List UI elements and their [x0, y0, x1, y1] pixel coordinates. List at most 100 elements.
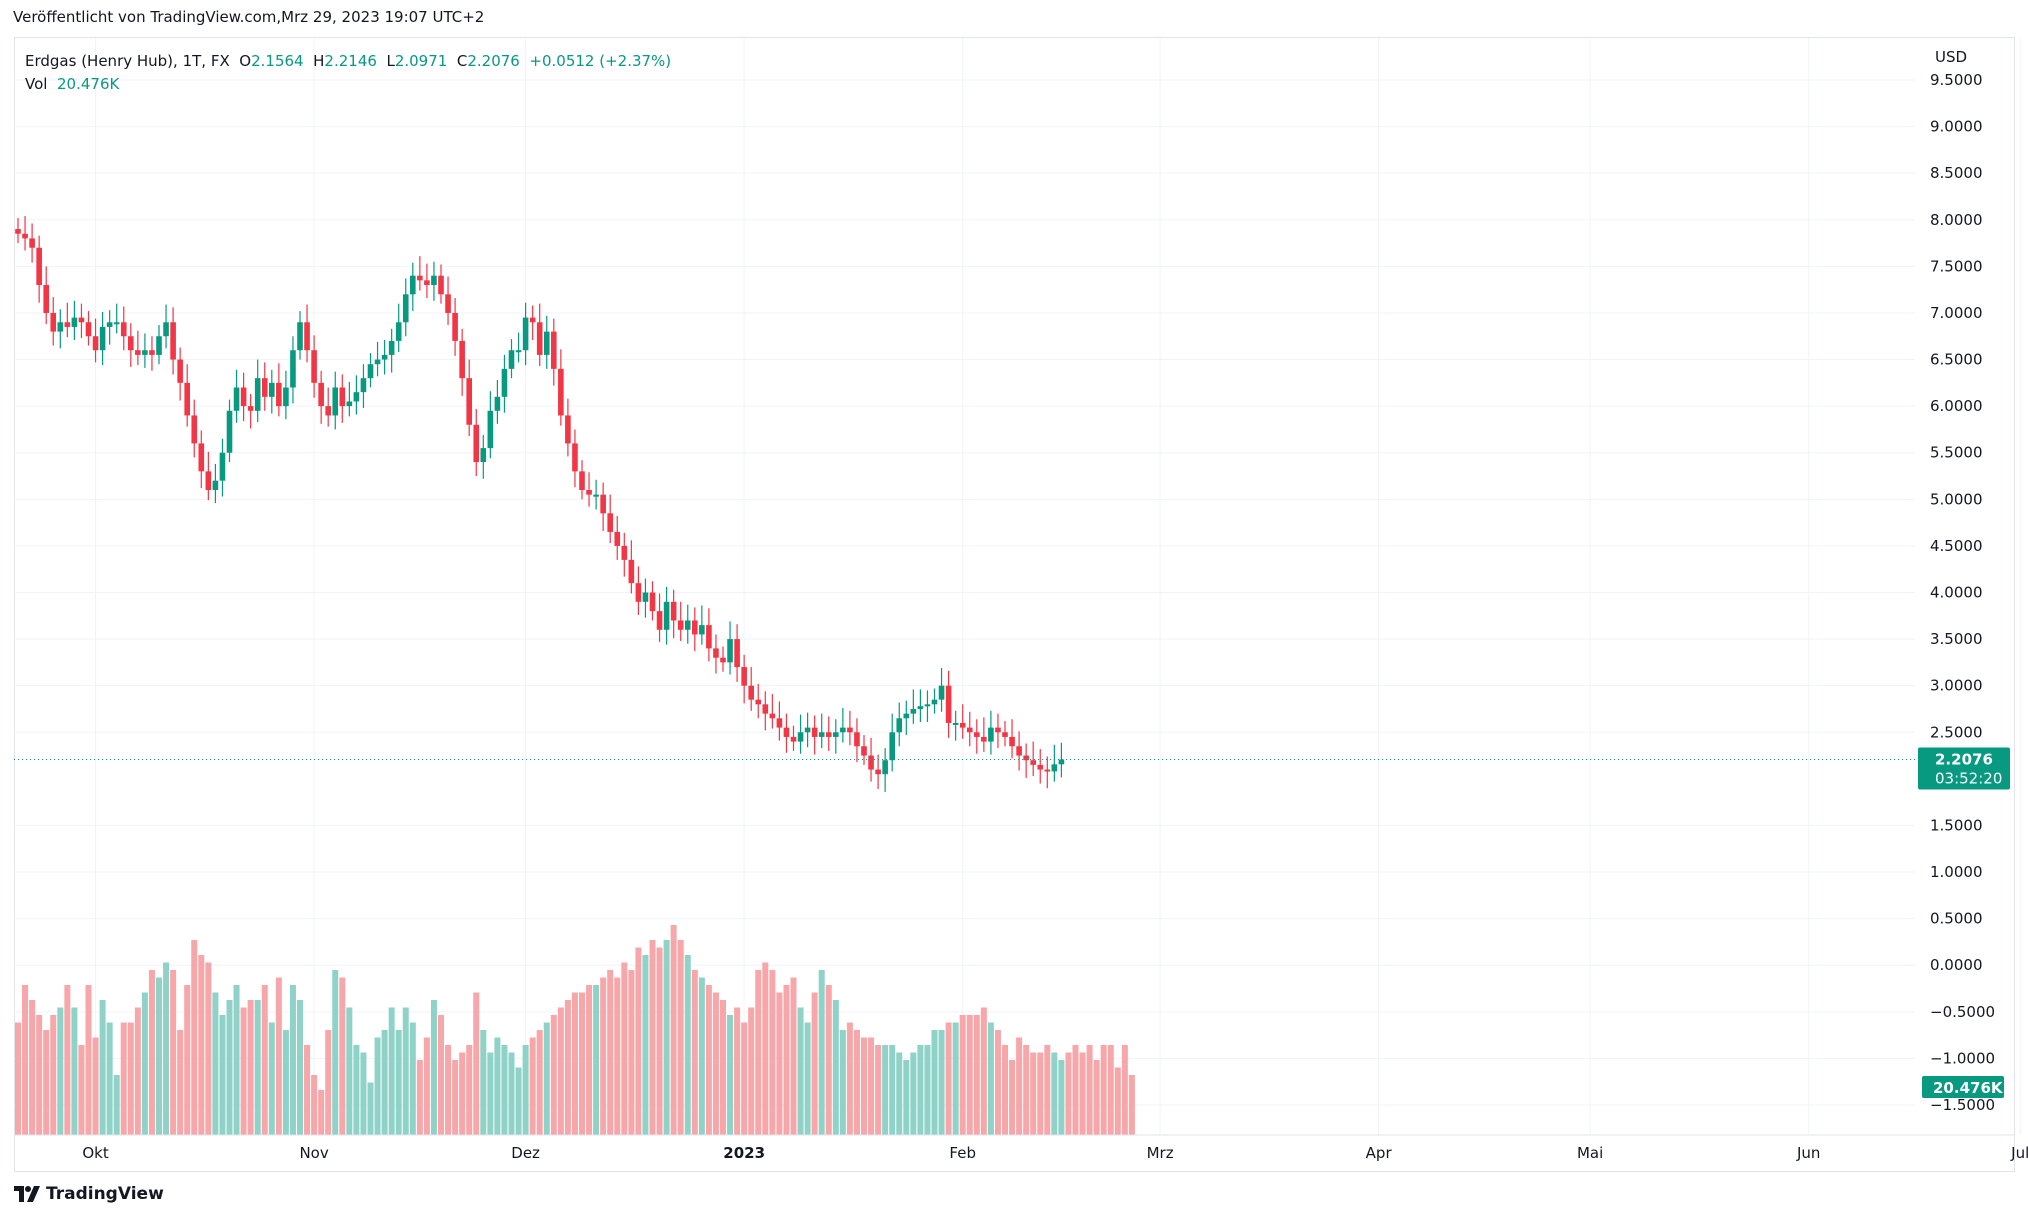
candle-body — [233, 387, 240, 411]
volume-bar — [409, 1022, 416, 1135]
volume-bar — [226, 1000, 233, 1135]
candle-body — [170, 322, 176, 360]
volume-bar — [452, 1060, 459, 1135]
volume-bar — [360, 1052, 367, 1135]
candle-body — [156, 336, 162, 355]
candle-body — [868, 755, 874, 770]
candle-body — [565, 415, 571, 444]
volume-bar — [642, 955, 649, 1135]
volume-bar — [29, 1000, 36, 1135]
candle-body — [783, 727, 790, 737]
volume-bar — [163, 962, 170, 1135]
candle-body — [120, 322, 127, 337]
y-tick-label: 0.0000 — [1930, 956, 1983, 974]
volume-bar — [1065, 1052, 1072, 1135]
volume-bar — [289, 985, 296, 1135]
legend-low-label: L — [386, 52, 395, 70]
candle-body — [424, 280, 430, 285]
candle-body — [1030, 760, 1036, 765]
volume-bar — [120, 1022, 127, 1135]
chart-frame[interactable] — [14, 37, 2015, 1172]
volume-bar — [621, 962, 628, 1135]
volume-bar — [15, 1022, 21, 1135]
candle-body — [184, 382, 190, 416]
candle-body — [706, 625, 712, 649]
candle-body — [600, 494, 606, 514]
volume-bar — [670, 925, 677, 1135]
volume-bar — [550, 1015, 557, 1135]
volume-bar — [853, 1030, 860, 1135]
volume-bar — [769, 970, 776, 1135]
candle-body — [311, 350, 317, 383]
y-tick-label: 3.5000 — [1930, 630, 1983, 648]
volume-bar — [797, 1007, 804, 1135]
volume-bar — [1023, 1045, 1030, 1135]
y-tick-label: −1.5000 — [1930, 1096, 1995, 1114]
volume-bar — [127, 1022, 134, 1135]
volume-bar — [889, 1045, 896, 1135]
candle-body — [797, 732, 804, 742]
y-tick-label: −0.5000 — [1930, 1003, 1995, 1021]
x-tick-label: Apr — [1366, 1144, 1393, 1162]
volume-bar — [515, 1067, 522, 1135]
candle-body — [974, 732, 980, 737]
volume-bar — [78, 1045, 85, 1135]
candle-body — [959, 722, 966, 728]
y-tick-label: 9.5000 — [1930, 71, 1983, 89]
y-tick-label: −1.0000 — [1930, 1049, 1995, 1067]
volume-bar — [994, 1030, 1001, 1135]
candle-body — [85, 322, 92, 337]
candle-body — [1044, 769, 1051, 772]
volume-bar — [367, 1082, 374, 1135]
candle-body — [1058, 759, 1065, 765]
volume-bar — [593, 985, 600, 1135]
volume-bar — [247, 1000, 254, 1135]
volume-bar — [1030, 1052, 1037, 1135]
candle-body — [494, 396, 501, 411]
volume-bar — [882, 1045, 889, 1135]
y-tick-label: 8.0000 — [1930, 211, 1983, 229]
candle-body — [854, 732, 860, 747]
candle-body — [226, 410, 233, 453]
y-tick-label: 4.5000 — [1930, 537, 1983, 555]
candle-body — [790, 736, 797, 742]
candle-body — [374, 359, 381, 365]
volume-bar — [614, 977, 621, 1135]
candle-body — [663, 601, 670, 630]
candle-body — [945, 685, 952, 723]
volume-bar — [896, 1052, 903, 1135]
volume-bar — [917, 1045, 924, 1135]
y-tick-label: 5.5000 — [1930, 444, 1983, 462]
tradingview-logo[interactable]: TradingView — [14, 1184, 164, 1204]
candle-body — [593, 494, 599, 497]
volume-bar — [579, 992, 585, 1135]
volume-bar — [1079, 1052, 1086, 1135]
volume-bar — [564, 1000, 571, 1135]
volume-bar — [332, 970, 339, 1135]
candle-body — [29, 238, 35, 248]
candle-body — [607, 513, 613, 532]
volume-bar — [705, 985, 712, 1135]
candle-body — [966, 727, 973, 733]
y-tick-label: 3.0000 — [1930, 677, 1983, 695]
volume-bar — [832, 1000, 839, 1135]
candle-body — [269, 382, 275, 397]
volume-bar — [92, 1037, 99, 1135]
countdown-label: 03:52:20 — [1935, 770, 2002, 788]
candle-body — [106, 322, 113, 327]
candle-body — [417, 275, 423, 281]
footer-brand: TradingView — [46, 1184, 164, 1204]
candle-body — [579, 471, 585, 490]
volume-bar — [1058, 1060, 1065, 1135]
volume-bar — [459, 1052, 466, 1135]
legend-volume-row: Vol 20.476K — [25, 73, 671, 96]
candle-body — [290, 350, 296, 388]
candle-body — [367, 364, 374, 379]
volume-bar — [64, 985, 71, 1135]
volume-bar — [346, 1007, 353, 1135]
candle-body — [297, 322, 303, 351]
volume-bar — [156, 977, 162, 1135]
candle-body — [621, 545, 628, 560]
x-tick-label: Mrz — [1147, 1144, 1174, 1162]
